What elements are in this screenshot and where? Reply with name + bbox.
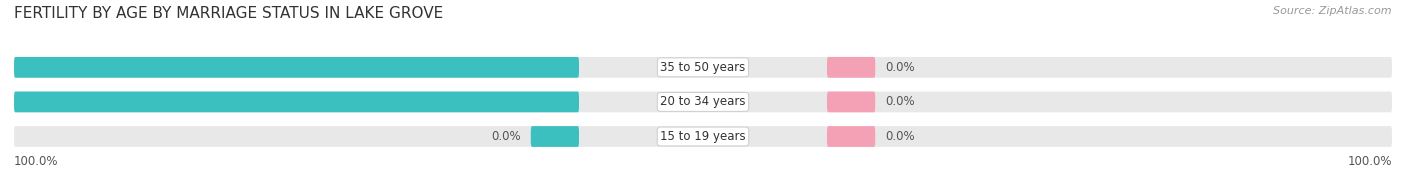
Text: 20 to 34 years: 20 to 34 years [661, 95, 745, 108]
FancyBboxPatch shape [14, 92, 1392, 112]
Text: 0.0%: 0.0% [886, 95, 915, 108]
Text: Source: ZipAtlas.com: Source: ZipAtlas.com [1274, 6, 1392, 16]
Text: 0.0%: 0.0% [886, 61, 915, 74]
Text: 0.0%: 0.0% [886, 130, 915, 143]
FancyBboxPatch shape [14, 126, 1392, 147]
Text: 35 to 50 years: 35 to 50 years [661, 61, 745, 74]
Text: 100.0%: 100.0% [1347, 155, 1392, 168]
Text: FERTILITY BY AGE BY MARRIAGE STATUS IN LAKE GROVE: FERTILITY BY AGE BY MARRIAGE STATUS IN L… [14, 6, 443, 21]
Text: 100.0%: 100.0% [0, 61, 4, 74]
Text: 15 to 19 years: 15 to 19 years [661, 130, 745, 143]
FancyBboxPatch shape [827, 57, 875, 78]
Text: 100.0%: 100.0% [14, 155, 59, 168]
FancyBboxPatch shape [14, 92, 579, 112]
Text: 0.0%: 0.0% [491, 130, 520, 143]
Text: 100.0%: 100.0% [0, 95, 4, 108]
FancyBboxPatch shape [827, 126, 875, 147]
FancyBboxPatch shape [14, 57, 579, 78]
FancyBboxPatch shape [827, 92, 875, 112]
FancyBboxPatch shape [531, 126, 579, 147]
FancyBboxPatch shape [14, 57, 1392, 78]
